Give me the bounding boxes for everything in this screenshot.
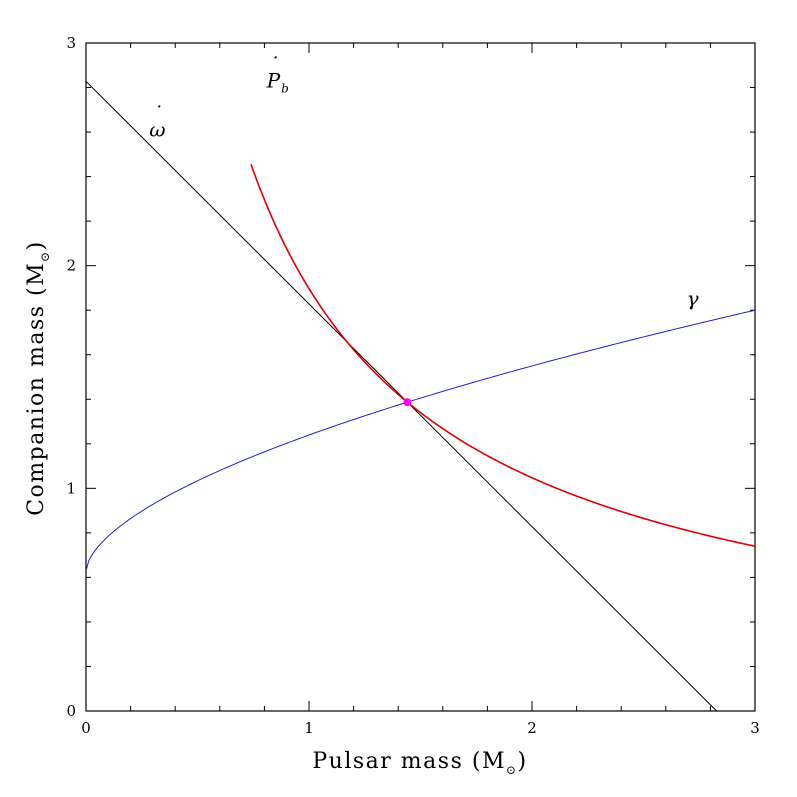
label-base: ω [149, 118, 165, 142]
x-tick-label: 3 [750, 719, 760, 737]
label-omega-dot: ω [149, 118, 165, 142]
tick-labels: 0 1 2 3 0 1 2 3 [66, 34, 759, 737]
label-base: γ [687, 287, 699, 311]
intersection-point [403, 398, 412, 407]
curve-gamma [86, 309, 755, 571]
y-tick-label: 3 [66, 34, 76, 52]
curve-Pb-dot [250, 164, 755, 548]
y-tick-label: 2 [66, 257, 76, 275]
curve-labels: ω˙Pb˙γ [149, 53, 698, 311]
label-gamma: γ [687, 287, 699, 311]
label-Pb-dot: Pb [266, 69, 289, 96]
label-base: P [266, 69, 281, 93]
x-tick-label: 1 [304, 719, 314, 737]
label-subscript: b [281, 82, 289, 96]
label-dot: ˙ [152, 102, 162, 126]
curves [86, 80, 755, 711]
x-axis-title: Pulsar mass (M⊙) [312, 749, 527, 777]
y-tick-label: 0 [66, 702, 76, 720]
label-dot: ˙ [269, 53, 279, 77]
y-axis-title: Companion mass (M⊙) [24, 240, 52, 516]
plot-frame [85, 42, 756, 712]
x-tick-label: 2 [527, 719, 537, 737]
tick-marks [85, 42, 756, 712]
y-tick-label: 1 [66, 479, 76, 497]
x-tick-label: 0 [81, 719, 91, 737]
